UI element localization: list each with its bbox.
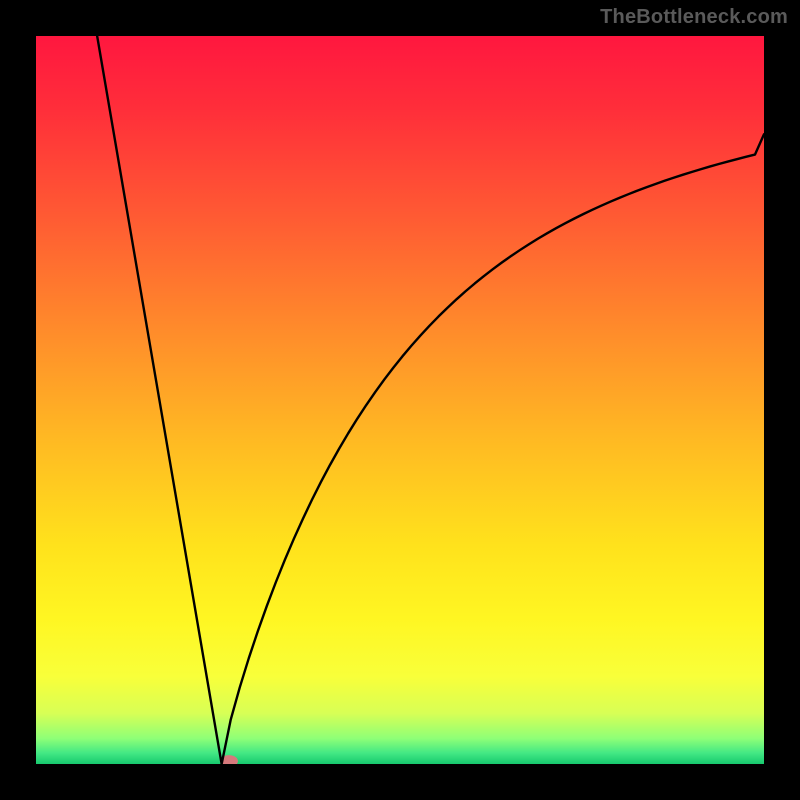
bottleneck-chart [0, 0, 800, 800]
watermark-text: TheBottleneck.com [600, 6, 788, 29]
gradient-background [36, 36, 764, 764]
plot-area [36, 36, 764, 767]
chart-container: TheBottleneck.com [0, 0, 800, 800]
